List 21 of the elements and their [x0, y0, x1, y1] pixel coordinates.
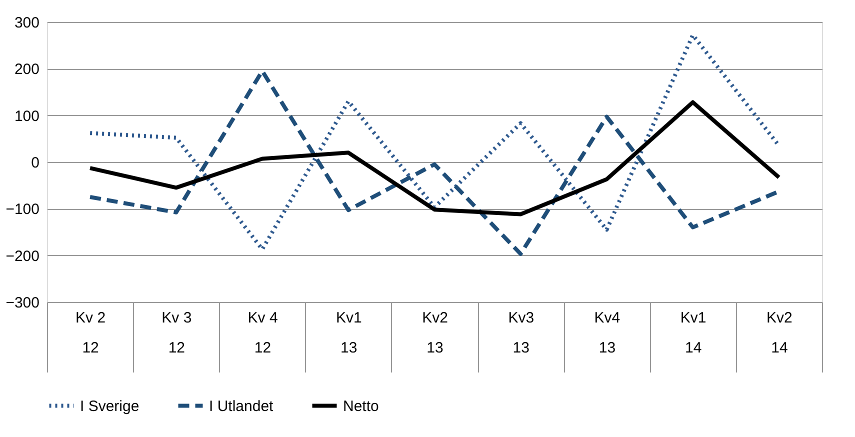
x-tick-label: Kv1 14	[680, 310, 706, 356]
x-tick-label: Kv2 14	[766, 310, 792, 356]
legend-label: Netto	[343, 398, 379, 415]
y-tick-label: 0	[31, 154, 40, 172]
x-tick-label: Kv1 13	[336, 310, 362, 356]
legend-label: I Sverige	[80, 398, 140, 415]
x-tick-label: Kv 3 12	[162, 310, 192, 356]
y-tick-label: 200	[14, 61, 40, 78]
y-tick-label: −200	[6, 248, 40, 265]
line-series	[88, 33, 781, 252]
x-tick-label: Kv 4 12	[248, 310, 278, 356]
x-tick-label: Kv4 13	[594, 310, 620, 356]
x-tick-label: Kv 2 12	[76, 310, 106, 356]
x-tick-label: Kv3 13	[508, 310, 534, 356]
line-series	[88, 100, 781, 216]
y-tick-label: 300	[14, 14, 40, 32]
legend-label: I Utlandet	[209, 398, 274, 415]
y-tick-label: −100	[6, 201, 40, 218]
x-tick-label: Kv2 13	[422, 310, 448, 356]
y-tick-label: 100	[14, 108, 40, 125]
y-tick-label: −300	[6, 294, 40, 312]
